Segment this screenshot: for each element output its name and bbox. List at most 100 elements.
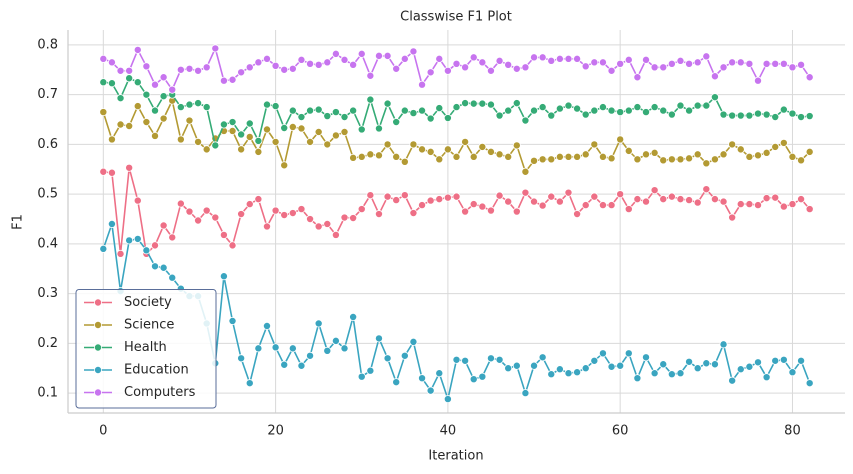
data-point (443, 114, 452, 123)
data-point (133, 234, 142, 243)
data-point (151, 131, 160, 140)
data-point (297, 361, 306, 370)
data-point (667, 370, 676, 379)
data-point (504, 106, 513, 115)
data-point (530, 53, 539, 62)
data-point (176, 103, 185, 112)
data-point (107, 168, 116, 177)
data-point (495, 111, 504, 120)
data-point (573, 104, 582, 113)
data-point (685, 154, 694, 163)
data-point (125, 163, 134, 172)
data-point (512, 141, 521, 150)
data-point (547, 56, 556, 65)
data-point (280, 360, 289, 369)
data-point (469, 200, 478, 209)
data-point (288, 64, 297, 73)
data-point (306, 351, 315, 360)
data-point (788, 368, 797, 377)
data-point (676, 101, 685, 110)
data-point (159, 263, 168, 272)
data-point (728, 213, 737, 222)
data-point (521, 389, 530, 398)
data-point (262, 222, 271, 231)
data-point (374, 51, 383, 60)
data-point (530, 106, 539, 115)
data-point (392, 378, 401, 387)
data-point (374, 124, 383, 133)
data-point (607, 154, 616, 163)
data-point (306, 137, 315, 146)
data-point (736, 145, 745, 154)
data-point (99, 244, 108, 253)
data-point (418, 106, 427, 115)
data-point (349, 214, 358, 223)
x-axis-label: Iteration (428, 449, 483, 464)
data-point (753, 109, 762, 118)
data-point (590, 58, 599, 67)
series-line (103, 77, 810, 149)
data-point (616, 135, 625, 144)
data-point (133, 78, 142, 87)
data-point (702, 159, 711, 168)
data-point (693, 101, 702, 110)
legend-label: Education (124, 363, 189, 378)
data-point (107, 58, 116, 67)
data-point (202, 103, 211, 112)
data-point (616, 108, 625, 117)
data-point (125, 236, 134, 245)
data-point (409, 140, 418, 149)
data-point (633, 195, 642, 204)
data-point (512, 99, 521, 108)
data-point (616, 361, 625, 370)
data-point (435, 54, 444, 63)
data-point (598, 349, 607, 358)
data-point (435, 369, 444, 378)
data-point (650, 148, 659, 157)
data-point (745, 59, 754, 68)
data-point (306, 215, 315, 224)
data-point (349, 60, 358, 69)
data-point (547, 192, 556, 201)
data-point (228, 118, 237, 127)
data-point (383, 99, 392, 108)
data-point (762, 194, 771, 203)
data-point (323, 140, 332, 149)
data-point (805, 147, 814, 156)
data-point (151, 80, 160, 89)
data-point (555, 54, 564, 63)
data-point (469, 99, 478, 108)
data-point (512, 361, 521, 370)
data-point (478, 99, 487, 108)
data-point (151, 241, 160, 250)
data-point (685, 59, 694, 68)
data-point (486, 66, 495, 75)
data-point (581, 150, 590, 159)
data-point (521, 188, 530, 197)
data-point (676, 195, 685, 204)
data-point (245, 379, 254, 388)
data-point (237, 210, 246, 219)
data-point (340, 344, 349, 353)
data-point (314, 222, 323, 231)
data-point (331, 131, 340, 140)
data-point (624, 106, 633, 115)
data-point (271, 206, 280, 215)
data-point (659, 106, 668, 115)
data-point (176, 65, 185, 74)
data-point (693, 198, 702, 207)
data-point (624, 349, 633, 358)
data-point (219, 230, 228, 239)
data-point (280, 123, 289, 132)
data-point (185, 64, 194, 73)
data-point (400, 157, 409, 166)
data-point (366, 150, 375, 159)
data-point (495, 150, 504, 159)
data-point (607, 106, 616, 115)
data-point (228, 316, 237, 325)
data-point (211, 44, 220, 53)
data-point (590, 106, 599, 115)
data-point (228, 126, 237, 135)
data-point (710, 93, 719, 102)
data-point (495, 191, 504, 200)
